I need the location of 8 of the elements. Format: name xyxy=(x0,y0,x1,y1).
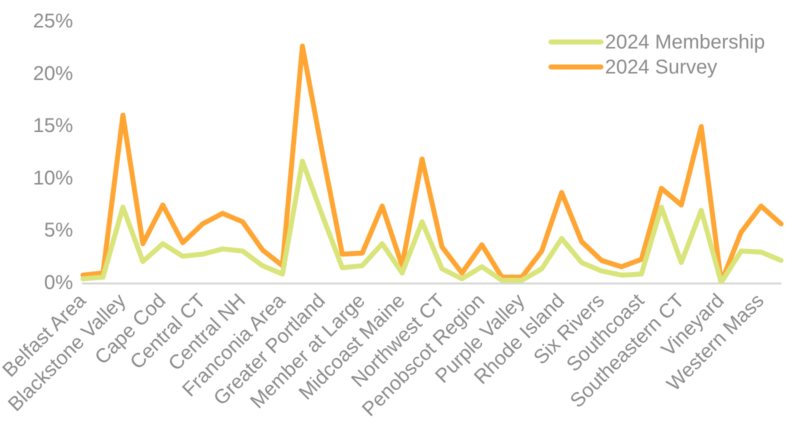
legend-label: 2024 Survey xyxy=(604,56,718,79)
y-tick-label: 0% xyxy=(44,272,74,294)
legend-label: 2024 Membership xyxy=(604,32,766,54)
y-tick-label: 20% xyxy=(33,62,74,85)
y-tick-label: 15% xyxy=(33,115,74,138)
y-tick-label: 25% xyxy=(33,10,74,33)
y-tick-label: 5% xyxy=(44,220,74,242)
y-tick-label: 10% xyxy=(33,167,74,190)
